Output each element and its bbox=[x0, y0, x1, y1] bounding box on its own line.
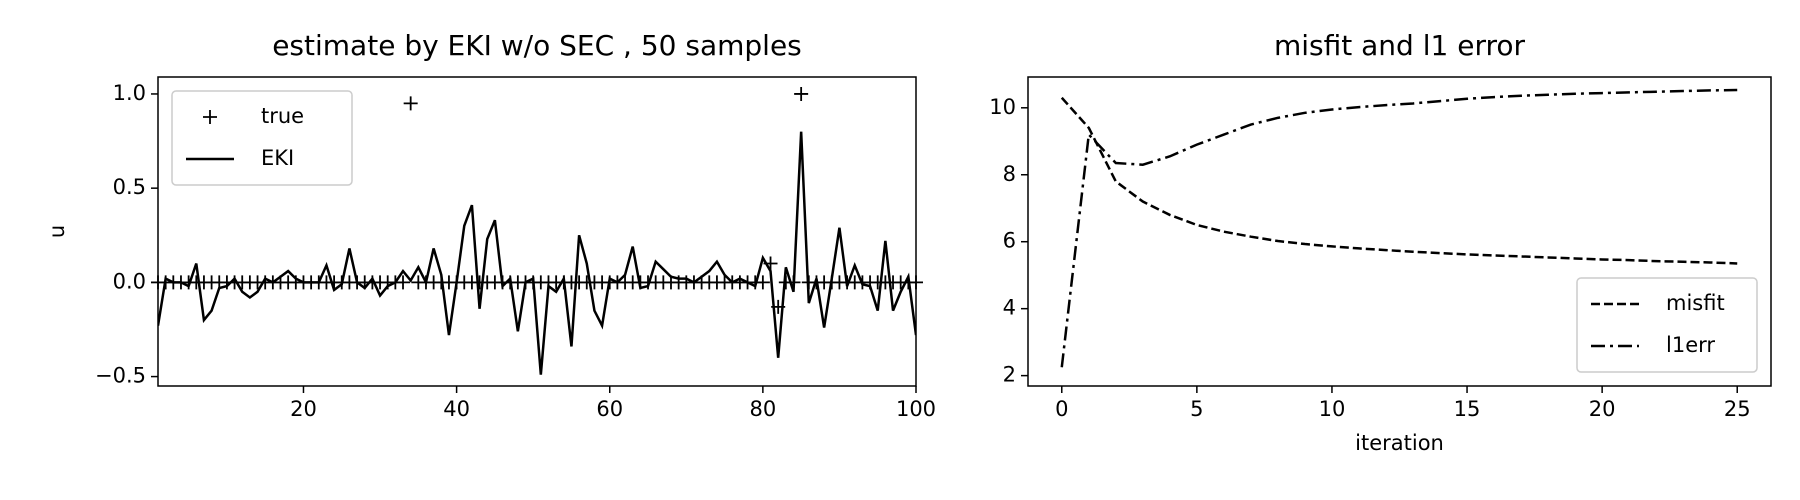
y-tick-label: 10 bbox=[989, 95, 1016, 119]
marker bbox=[771, 299, 786, 314]
legend-box bbox=[1576, 277, 1758, 373]
x-tick-label: 25 bbox=[1724, 397, 1751, 421]
chart-title: estimate by EKI w/o SEC , 50 samples bbox=[272, 29, 802, 62]
legend-label: misfit bbox=[1666, 291, 1725, 315]
axes-frame bbox=[1027, 76, 1772, 387]
marker bbox=[403, 96, 418, 111]
series-line bbox=[158, 131, 916, 375]
legend-label: l1err bbox=[1666, 333, 1715, 357]
chart-title: misfit and l1 error bbox=[1274, 29, 1526, 62]
x-tick-label: 15 bbox=[1454, 397, 1481, 421]
chart-panel: 20 40 60 80 100 −0.5 0.0 0.5 1.0 estimate by EKI … bbox=[45, 29, 936, 421]
marker bbox=[755, 275, 770, 290]
x-tick-label: 20 bbox=[290, 397, 317, 421]
x-axis-label: iteration bbox=[1355, 431, 1444, 455]
x-tick-label: 60 bbox=[596, 397, 623, 421]
y-tick-label: 8 bbox=[1003, 162, 1016, 186]
legend: true EKI bbox=[171, 90, 353, 186]
x-tick-label: 0 bbox=[1055, 397, 1068, 421]
plot-area bbox=[158, 131, 916, 375]
y-tick-label: 0.5 bbox=[113, 175, 146, 199]
x-tick-label: 80 bbox=[750, 397, 777, 421]
y-tick-label: 6 bbox=[1003, 229, 1016, 253]
y-tick-label: −0.5 bbox=[95, 364, 146, 388]
legend-label: true bbox=[261, 104, 304, 128]
axes-frame bbox=[157, 76, 917, 387]
y-axis-label: u bbox=[45, 225, 69, 238]
marker bbox=[786, 275, 801, 290]
chart-panel: 0 5 10 15 20 25 2 4 6 8 10 misfit and l1 error itera… bbox=[989, 29, 1772, 455]
x-tick-label: 40 bbox=[443, 397, 470, 421]
marker bbox=[794, 86, 809, 101]
marker bbox=[763, 256, 778, 271]
x-tick-label: 10 bbox=[1319, 397, 1346, 421]
x-tick-label: 100 bbox=[896, 397, 936, 421]
legend-box bbox=[171, 90, 353, 186]
legend: misfit l1err bbox=[1576, 277, 1758, 373]
legend-label: EKI bbox=[261, 146, 294, 170]
plot-area bbox=[1060, 88, 1738, 368]
y-tick-label: 4 bbox=[1003, 296, 1016, 320]
marker bbox=[396, 275, 411, 290]
y-tick-label: 0.0 bbox=[113, 269, 146, 293]
y-tick-label: 1.0 bbox=[113, 81, 146, 105]
x-tick-label: 20 bbox=[1589, 397, 1616, 421]
legend-marker bbox=[203, 110, 217, 124]
series-line bbox=[1060, 96, 1738, 265]
series-line bbox=[1060, 88, 1738, 368]
x-tick-label: 5 bbox=[1190, 397, 1203, 421]
y-tick-label: 2 bbox=[1003, 363, 1016, 387]
